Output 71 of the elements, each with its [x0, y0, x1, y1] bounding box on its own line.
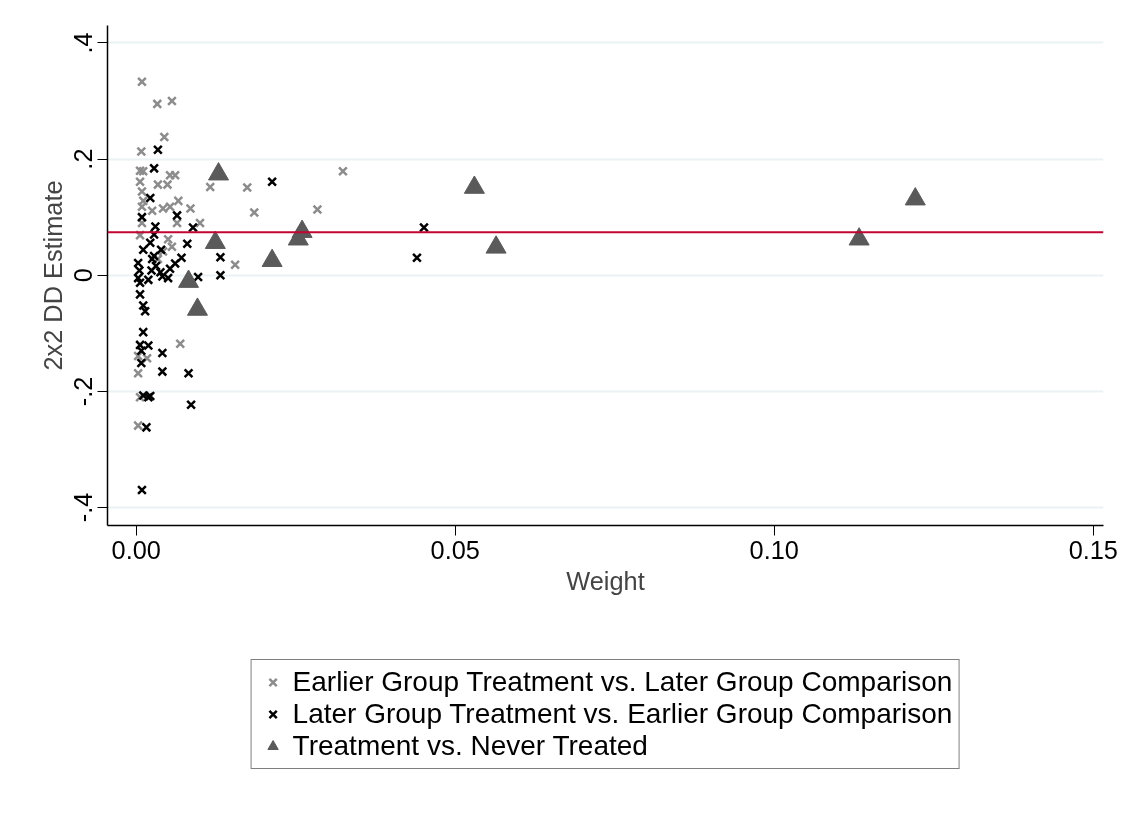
point	[169, 258, 181, 269]
point	[132, 420, 144, 431]
point	[159, 131, 170, 143]
y-tick-label: .4	[69, 32, 98, 54]
point	[418, 222, 430, 233]
point	[171, 210, 183, 221]
x-tick-label: 0.00	[111, 535, 161, 564]
point	[138, 166, 149, 177]
point	[175, 338, 186, 349]
point	[150, 260, 162, 272]
point	[176, 252, 187, 263]
point	[337, 166, 349, 177]
y-tick-label: -.4	[69, 492, 98, 523]
point	[249, 207, 260, 218]
point	[141, 422, 152, 433]
point	[187, 222, 199, 233]
point	[229, 259, 241, 270]
point	[242, 182, 253, 193]
point	[150, 221, 161, 232]
legend-label: Later Group Treatment vs. Earlier Group Comparison	[292, 698, 953, 731]
point	[140, 306, 151, 317]
point	[166, 95, 178, 107]
point	[138, 326, 149, 338]
point	[136, 345, 147, 356]
x-tick-label: 0.15	[1068, 535, 1118, 564]
point	[312, 204, 323, 215]
point	[134, 165, 146, 176]
x-tick-label: 0.10	[749, 535, 799, 564]
point	[145, 192, 156, 204]
point	[136, 201, 148, 212]
point	[152, 98, 163, 110]
point	[185, 399, 197, 410]
point	[136, 212, 148, 223]
x-tick-label: 0.05	[430, 535, 480, 564]
point	[183, 368, 194, 379]
point	[215, 252, 226, 263]
y-tick-label: 0	[69, 268, 98, 283]
y-tick-label: .2	[69, 148, 98, 170]
point	[266, 176, 278, 187]
point	[166, 241, 178, 252]
point	[138, 195, 149, 207]
point	[132, 257, 144, 269]
point	[136, 146, 147, 157]
point	[145, 237, 156, 248]
x-axis-title: Weight	[566, 566, 645, 595]
point	[136, 76, 148, 87]
legend-label: Treatment vs. Never Treated	[292, 730, 648, 763]
point	[411, 252, 423, 263]
point	[138, 300, 149, 311]
point	[182, 238, 193, 249]
point	[136, 484, 148, 496]
point	[134, 289, 146, 300]
point	[138, 244, 149, 255]
point	[148, 163, 160, 174]
y-axis-title: 2x2 DD Estimate	[38, 180, 67, 371]
point	[136, 186, 148, 197]
y-tick-label: -.2	[69, 376, 98, 407]
point	[157, 347, 168, 359]
point	[205, 181, 216, 193]
point	[136, 357, 147, 369]
point	[194, 217, 206, 229]
point	[185, 203, 196, 214]
point	[192, 271, 204, 283]
point	[132, 368, 144, 379]
point	[157, 366, 168, 377]
point	[173, 195, 184, 207]
point	[134, 176, 146, 187]
legend-label: Earlier Group Treatment vs. Later Group Comparison	[292, 666, 953, 699]
point	[162, 234, 174, 245]
point	[152, 144, 164, 155]
point	[215, 270, 226, 281]
